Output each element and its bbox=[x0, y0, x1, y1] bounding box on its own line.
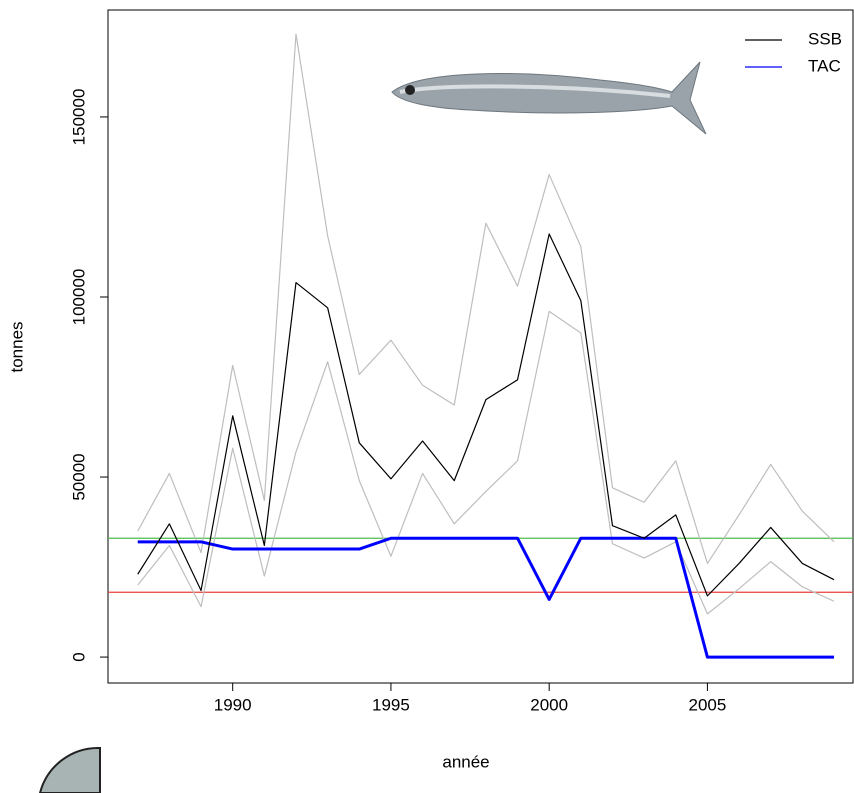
series-line bbox=[138, 311, 834, 613]
legend-label: TAC bbox=[808, 56, 841, 75]
fish-eye bbox=[405, 85, 415, 95]
x-tick-label: 2000 bbox=[530, 695, 568, 714]
logo bbox=[40, 748, 100, 793]
y-tick-label: 150000 bbox=[69, 89, 88, 146]
fish-picture bbox=[392, 62, 706, 134]
x-tick-label: 1995 bbox=[372, 695, 410, 714]
series-line bbox=[138, 34, 834, 563]
chart: année tonnes 0 50000 100000 150000 1990 1995 2… bbox=[0, 0, 854, 793]
legend-label: SSB bbox=[808, 29, 842, 48]
x-tick-label: 2005 bbox=[689, 695, 727, 714]
y-tick-label: 100000 bbox=[69, 269, 88, 326]
series-line bbox=[138, 234, 834, 596]
y-tick-label: 50000 bbox=[69, 453, 88, 500]
logo-shape bbox=[40, 748, 100, 793]
x-axis-label: année bbox=[442, 752, 489, 771]
y-tick-label: 0 bbox=[69, 652, 88, 661]
series-line bbox=[138, 538, 834, 657]
x-tick-label: 1990 bbox=[214, 695, 252, 714]
fish bbox=[392, 62, 706, 134]
y-axis-label: tonnes bbox=[7, 321, 26, 372]
